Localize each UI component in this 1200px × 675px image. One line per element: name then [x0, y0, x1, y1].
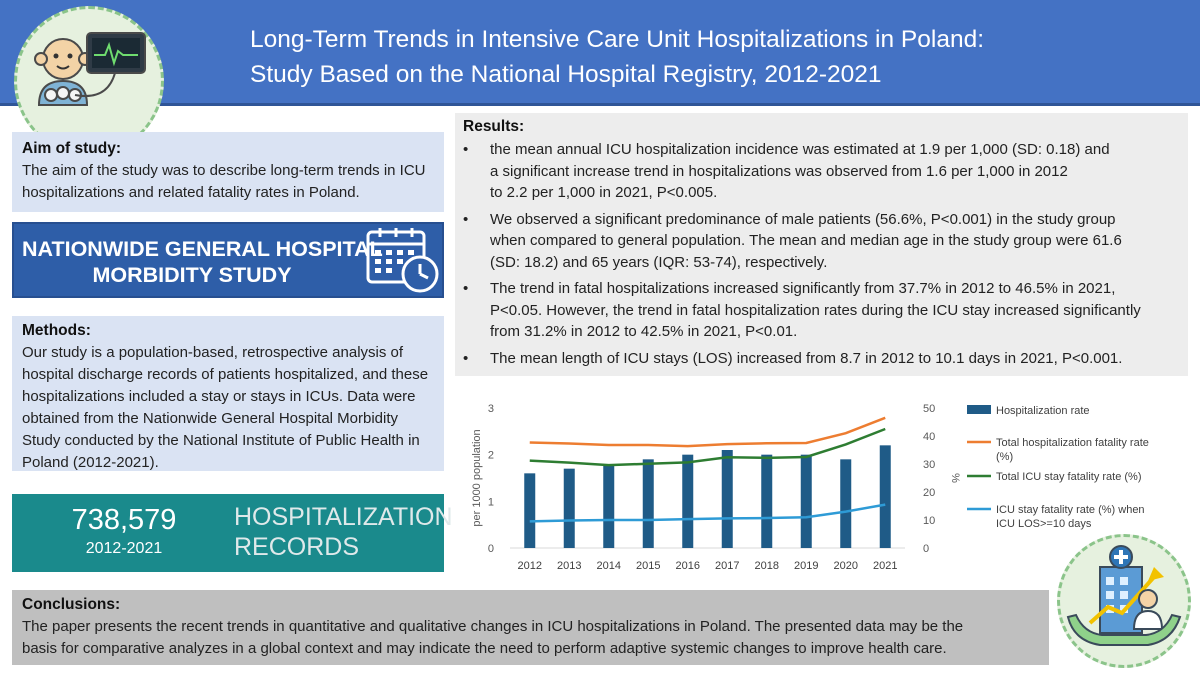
results-line: The trend in fatal hospitalizations incr… — [490, 280, 1116, 297]
study-banner: NATIONWIDE GENERAL HOSPITAL MORBIDITY ST… — [12, 222, 444, 298]
x-tick-label: 2012 — [518, 560, 542, 572]
y-tick-label: 1 — [488, 496, 494, 508]
trend-chart: 0 1 2 3 0 10 20 30 40 50 2012 2013 2014 2015 2016 2017 2… — [455, 392, 1200, 582]
methods-panel: Methods: Our study is a population-based… — [12, 316, 444, 471]
results-line: We observed a significant predominance o… — [490, 210, 1116, 228]
aim-text: The aim of the study was to describe lon… — [22, 162, 426, 201]
aim-title: Aim of study: — [22, 140, 122, 157]
conclusions-text: The paper presents the recent trends in … — [22, 616, 1039, 660]
results-panel: Results: the mean annual ICU hospitaliza… — [455, 113, 1188, 376]
chart-bar — [800, 454, 812, 548]
chart-bar — [642, 459, 654, 548]
legend-swatch-bar — [967, 405, 991, 414]
x-tick-label: 2019 — [794, 560, 818, 572]
records-label: HOSPITALIZATION RECORDS — [234, 502, 453, 562]
y2-tick-label: 40 — [923, 431, 935, 443]
y-tick-label: 2 — [488, 450, 494, 462]
chart-bar — [682, 454, 694, 548]
results-line: a significant increase trend in hospital… — [490, 162, 1068, 180]
hospital-growth-icon — [1057, 534, 1191, 668]
header-banner: Long-Term Trends in Intensive Care Unit … — [0, 0, 1200, 106]
y-tick-label: 3 — [488, 403, 494, 415]
x-tick-label: 2018 — [755, 560, 779, 572]
chart-series-line-3 — [529, 503, 886, 523]
chart-bar — [761, 454, 773, 548]
chart-series-line-2 — [529, 427, 886, 467]
y-axis-title: per 1000 population — [471, 429, 483, 526]
y2-axis-title: % — [949, 473, 961, 483]
x-tick-label: 2013 — [557, 560, 581, 572]
chart-bar — [840, 459, 852, 548]
study-banner-line-1: NATIONWIDE GENERAL HOSPITAL — [22, 237, 383, 261]
results-title: Results: — [463, 118, 525, 135]
methods-text: Our study is a population-based, retrosp… — [22, 344, 429, 471]
results-line: the mean annual ICU hospitalization inci… — [490, 141, 1110, 158]
conclusions-line-1: The paper presents the recent trends in … — [22, 618, 964, 635]
chart-bar — [879, 445, 891, 548]
results-line: when compared to general population. The… — [490, 232, 1122, 249]
results-bullet-1: the mean annual ICU hospitalization inci… — [463, 139, 1180, 204]
records-years: 2012-2021 — [85, 540, 163, 557]
x-tick-label: 2016 — [676, 560, 700, 572]
y2-tick-label: 20 — [923, 487, 935, 499]
x-tick-label: 2020 — [834, 560, 858, 572]
records-panel: 738,579 2012-2021 HOSPITALIZATION RECORD… — [12, 494, 453, 572]
methods-title: Methods: — [22, 322, 91, 339]
calendar-clock-icon — [366, 228, 439, 293]
legend-label: Hospitalization rate — [996, 405, 1090, 417]
aim-panel: Aim of study: The aim of the study was t… — [12, 132, 444, 212]
chart-bar — [563, 468, 575, 548]
chart-series-line-1 — [529, 416, 886, 448]
results-line: from 31.2% in 2012 to 42.5% in 2021, P<0… — [490, 323, 798, 340]
study-banner-line-2: MORBIDITY STUDY — [92, 263, 292, 287]
x-tick-label: 2017 — [715, 560, 739, 572]
records-label-line-2: RECORDS — [234, 533, 360, 561]
chart-bar — [524, 473, 536, 548]
results-line: P<0.05. However, the trend in fatal hosp… — [490, 301, 1141, 319]
y2-tick-label: 0 — [923, 543, 929, 555]
results-list: the mean annual ICU hospitalization inci… — [463, 139, 1180, 369]
x-tick-label: 2015 — [636, 560, 660, 572]
results-line: to 2.2 per 1,000 in 2021, P<0.005. — [490, 184, 718, 201]
chart-bar — [721, 450, 733, 548]
legend-label: Total ICU stay fatality rate (%) — [996, 471, 1142, 483]
records-label-line-1: HOSPITALIZATION — [234, 503, 453, 531]
conclusions-title: Conclusions: — [22, 596, 121, 613]
y2-tick-label: 30 — [923, 459, 935, 471]
title-line-2: Study Based on the National Hospital Reg… — [250, 61, 882, 88]
conclusions-line-2: basis for comparative analyzes in a glob… — [22, 640, 947, 657]
legend-label: ICU stay fatality rate (%) when ICU LOS>=… — [996, 504, 1145, 530]
results-line: (SD: 18.2) and 65 years (IQR: 53-74), re… — [490, 253, 828, 271]
results-bullet-3: The trend in fatal hospitalizations incr… — [463, 278, 1180, 343]
study-banner-title: NATIONWIDE GENERAL HOSPITAL MORBIDITY ST… — [22, 236, 383, 288]
y2-tick-label: 50 — [923, 403, 935, 415]
results-bullet-2: We observed a significant predominance o… — [463, 209, 1180, 274]
conclusions-panel: Conclusions: The paper presents the rece… — [12, 590, 1049, 665]
y2-tick-label: 10 — [923, 515, 935, 527]
records-count: 738,579 — [71, 504, 177, 536]
y-tick-label: 0 — [488, 543, 494, 555]
legend-label: Total hospitalization fatality rate (%) — [996, 437, 1149, 463]
chart-bar — [603, 464, 615, 548]
title-line-1: Long-Term Trends in Intensive Care Unit … — [250, 26, 985, 53]
baby-monitor-icon — [14, 6, 164, 156]
results-line: The mean length of ICU stays (LOS) incre… — [490, 349, 1123, 367]
x-tick-label: 2021 — [873, 560, 897, 572]
x-tick-label: 2014 — [597, 560, 621, 572]
page-title: Long-Term Trends in Intensive Care Unit … — [250, 22, 1150, 92]
results-bullet-4: The mean length of ICU stays (LOS) incre… — [463, 348, 1180, 370]
